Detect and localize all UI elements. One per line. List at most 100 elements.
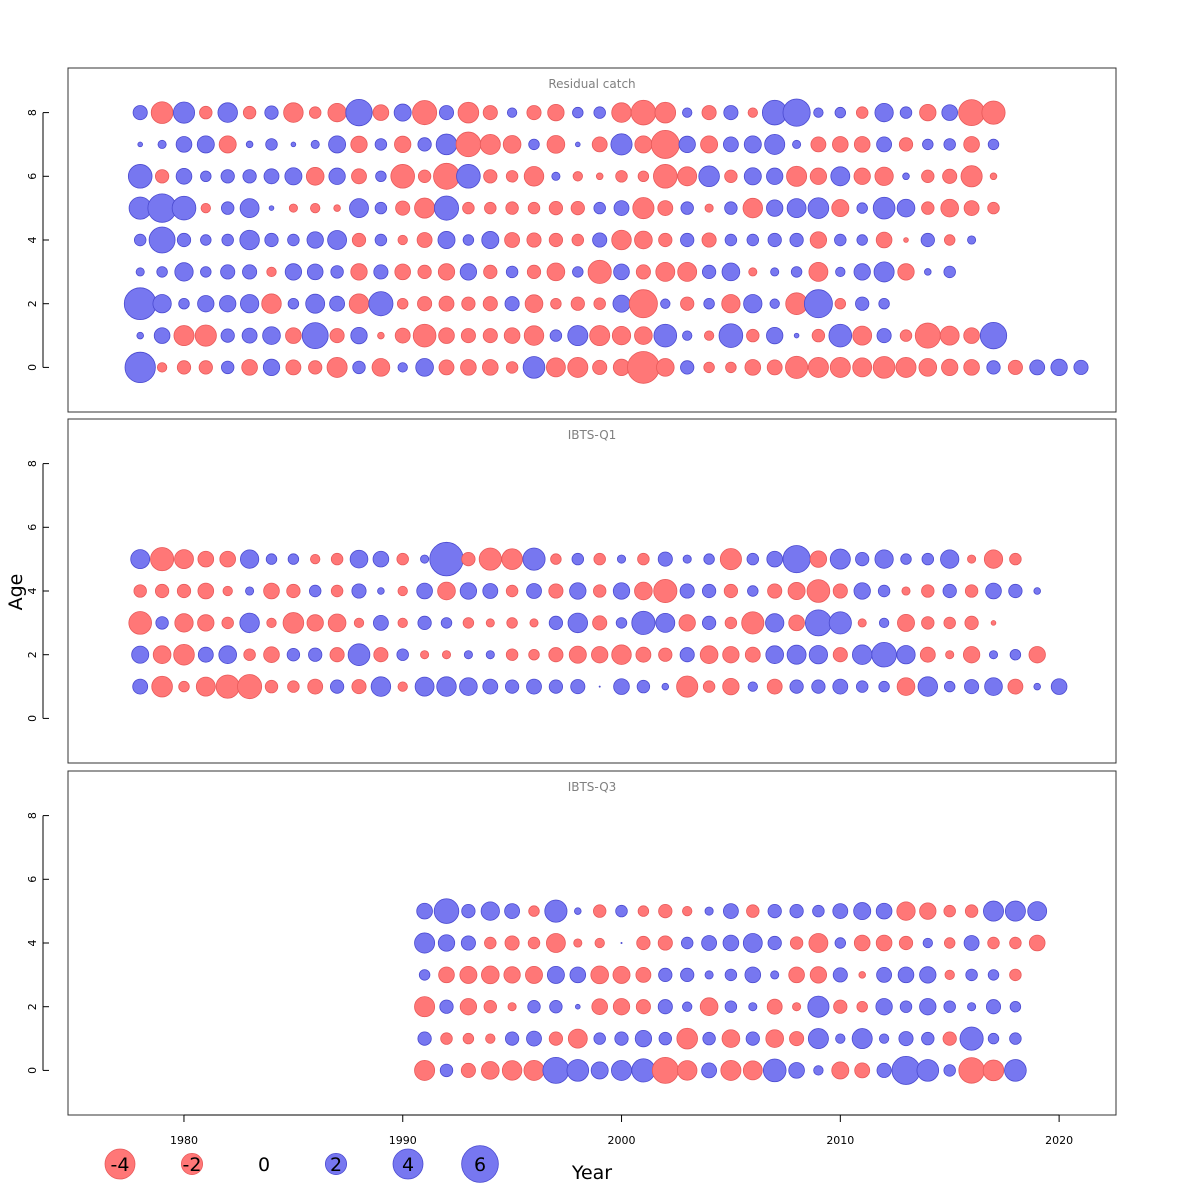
bubble xyxy=(174,262,194,282)
bubble xyxy=(808,933,829,953)
bubble xyxy=(220,328,235,343)
bubble xyxy=(371,358,391,377)
bubble xyxy=(989,172,998,181)
bubble xyxy=(959,1026,984,1051)
bubble xyxy=(943,1000,956,1013)
bubble xyxy=(767,583,783,599)
bubble xyxy=(462,617,475,629)
bubble xyxy=(943,904,956,918)
bubble xyxy=(811,679,826,694)
bubble xyxy=(919,966,937,984)
bubble xyxy=(589,325,611,347)
bubble xyxy=(766,359,783,376)
bubble xyxy=(747,585,759,597)
bubble xyxy=(987,201,1000,215)
bubble xyxy=(724,616,738,630)
x-axis-label: Year xyxy=(571,1162,612,1184)
bubble xyxy=(651,1057,679,1084)
bubble xyxy=(460,935,476,951)
bubble xyxy=(636,935,651,951)
bubble xyxy=(412,100,438,126)
y-tick-label: 2 xyxy=(26,1003,39,1010)
bubble xyxy=(987,138,1000,151)
bubble xyxy=(702,1031,716,1046)
bubble xyxy=(963,136,980,153)
bubble xyxy=(635,264,651,280)
bubble xyxy=(349,198,369,218)
bubble xyxy=(173,325,195,347)
bubble xyxy=(765,613,785,633)
bubble xyxy=(433,162,460,190)
bubble xyxy=(155,616,169,630)
bubble xyxy=(221,616,234,630)
bubble xyxy=(636,679,651,694)
bubble xyxy=(661,682,670,691)
bubble xyxy=(345,98,373,127)
bubble xyxy=(807,197,830,219)
bubble xyxy=(765,645,784,664)
bubble xyxy=(788,1062,805,1079)
bubble xyxy=(199,105,213,120)
bubble xyxy=(657,935,673,951)
bubble xyxy=(222,585,233,597)
bubble xyxy=(613,263,630,281)
bubble xyxy=(703,553,715,565)
bubble xyxy=(615,904,628,918)
bubble xyxy=(875,934,893,952)
bubble xyxy=(567,1028,588,1049)
bubble xyxy=(328,135,347,154)
bubble xyxy=(853,902,872,921)
bubble xyxy=(813,1065,824,1076)
bubble xyxy=(703,330,715,341)
bubble xyxy=(351,679,367,695)
bubble xyxy=(463,650,473,660)
bubble xyxy=(852,644,873,665)
bubble xyxy=(567,325,589,347)
bubble xyxy=(741,611,765,635)
bubble xyxy=(414,996,436,1018)
bubble xyxy=(747,681,758,692)
bubble xyxy=(570,679,586,695)
bubble xyxy=(789,679,804,694)
bubble xyxy=(724,1000,738,1013)
bubble xyxy=(221,360,235,375)
bubble xyxy=(241,359,258,376)
bubble xyxy=(417,264,432,280)
bubble xyxy=(811,328,826,343)
bubble xyxy=(351,168,367,185)
bubble xyxy=(482,359,499,376)
bubble xyxy=(852,325,873,346)
bubble xyxy=(394,263,411,281)
bubble xyxy=(591,998,608,1015)
bubble xyxy=(221,201,235,215)
y-tick-label: 6 xyxy=(26,524,39,531)
bubble xyxy=(635,646,652,663)
bubble xyxy=(593,552,606,566)
bubble xyxy=(544,899,568,923)
bubble xyxy=(396,552,409,566)
bubble xyxy=(967,554,977,564)
bubble xyxy=(437,231,456,249)
bubble xyxy=(680,936,694,950)
panel-3: IBTS-Q3 0 2 4 6 8 xyxy=(26,770,1117,1116)
bubble xyxy=(939,325,960,346)
bubble xyxy=(964,904,979,918)
bubble xyxy=(575,1003,581,1010)
bubble xyxy=(457,101,480,124)
bubble xyxy=(611,326,632,346)
bubble xyxy=(807,1028,829,1050)
bubble xyxy=(417,169,432,183)
bubble xyxy=(676,1027,698,1050)
bubble xyxy=(724,201,738,215)
bubble xyxy=(198,360,213,375)
bubble xyxy=(417,137,432,152)
bubble xyxy=(352,360,366,375)
bubble xyxy=(460,328,476,344)
bubble xyxy=(746,904,760,918)
bubble xyxy=(591,136,608,153)
bubble xyxy=(897,966,915,984)
bubble xyxy=(194,324,217,347)
panel-frame xyxy=(67,67,1117,413)
bubble xyxy=(546,965,565,984)
bubble xyxy=(412,323,437,348)
